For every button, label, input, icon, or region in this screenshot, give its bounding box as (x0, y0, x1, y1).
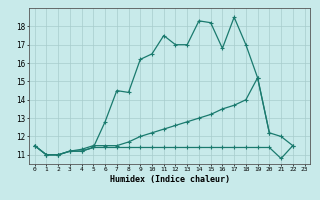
X-axis label: Humidex (Indice chaleur): Humidex (Indice chaleur) (109, 175, 229, 184)
